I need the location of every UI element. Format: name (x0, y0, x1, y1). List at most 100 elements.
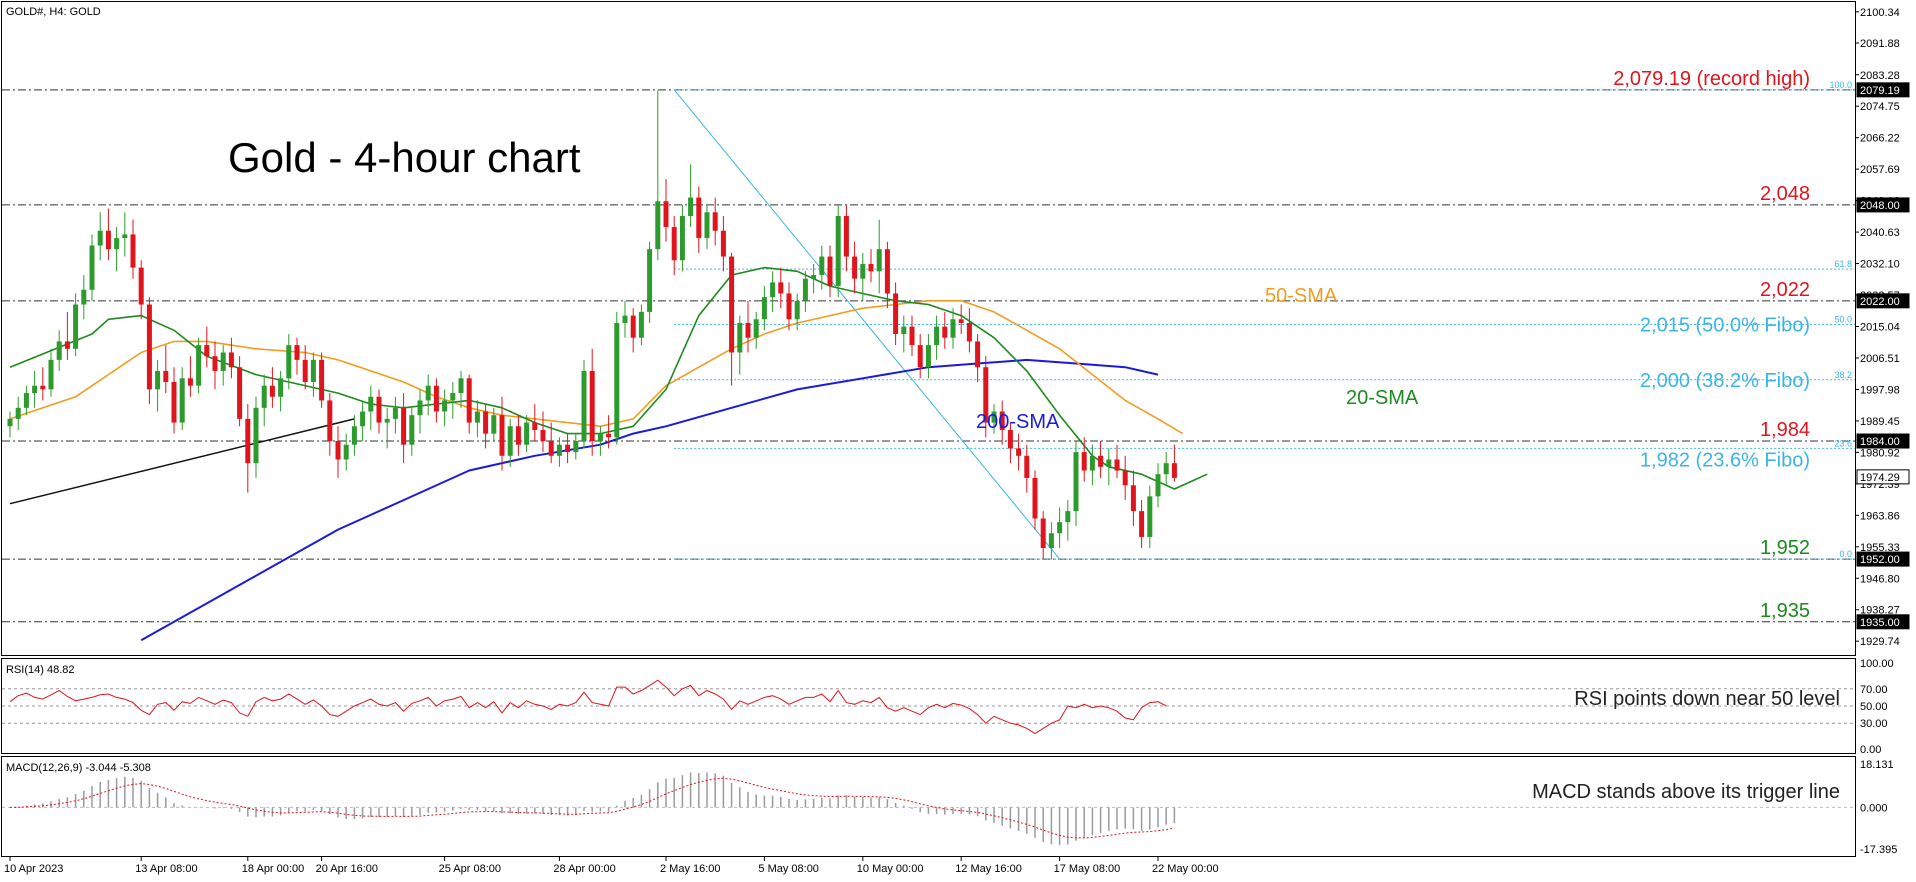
candle (319, 352, 325, 408)
fib-pct-label: 100.0 (1829, 80, 1852, 90)
candle-body (155, 370, 161, 390)
candle-body (876, 249, 882, 272)
candle (1130, 470, 1136, 526)
time-tick-label: 10 Apr 2023 (4, 863, 63, 875)
candle (1089, 444, 1095, 486)
candle (860, 252, 866, 301)
candle-body (187, 378, 193, 386)
price-tag-label: 2079.19 (1860, 85, 1900, 97)
candle (876, 219, 882, 294)
macd-tick-label: 0.000 (1860, 802, 1888, 814)
candle (409, 407, 415, 456)
candle-body (483, 411, 489, 434)
candle (679, 204, 685, 272)
candle-body (663, 201, 669, 228)
candle (474, 400, 480, 438)
price-tick-label: 2032.10 (1860, 259, 1900, 271)
candle (606, 415, 612, 449)
fib-pct-label: 38.2 (1834, 370, 1852, 380)
macd-panel (1, 756, 1856, 857)
price-tag-box (1856, 551, 1910, 567)
candle (827, 245, 833, 298)
price-tick-label: 1929.74 (1860, 636, 1900, 648)
candle-body (1122, 470, 1128, 486)
candle-body (261, 385, 267, 408)
candle-body (89, 245, 95, 290)
candle-body (122, 234, 128, 239)
candle (638, 304, 644, 346)
candle-body (163, 370, 169, 382)
price-tick-label: 2015.04 (1860, 322, 1900, 334)
candle-body (524, 422, 530, 445)
candle-body (811, 275, 817, 279)
candle-body (1098, 455, 1104, 467)
candle-body (48, 359, 54, 390)
candle (294, 337, 300, 375)
sma200-label: 200-SMA (976, 411, 1060, 433)
candle-body (802, 278, 808, 301)
candle-body (138, 267, 144, 305)
candle (56, 330, 62, 371)
candle-body (105, 230, 111, 250)
candle-body (1016, 448, 1022, 456)
candle-body (392, 407, 398, 419)
candle (146, 297, 152, 405)
price-tag-box (1856, 614, 1910, 630)
candle (597, 426, 603, 456)
candle (1016, 433, 1022, 471)
candle (97, 212, 103, 261)
candle-body (294, 345, 300, 360)
candle (770, 271, 776, 312)
candle-body (1171, 463, 1177, 478)
candle (934, 315, 940, 360)
candle (802, 271, 808, 312)
candle (1081, 437, 1087, 482)
candle (237, 356, 243, 427)
fib-pct-label: 61.8 (1834, 259, 1852, 269)
candle (1007, 422, 1013, 464)
candle-body (1081, 452, 1087, 471)
fib-pct-label: 23.6 (1834, 438, 1852, 448)
candle (171, 367, 177, 434)
candle-body (622, 315, 628, 323)
price-tag-box (1856, 433, 1910, 449)
candle (1073, 441, 1079, 526)
rsi-label: RSI(14) 48.82 (6, 664, 74, 676)
candle (278, 370, 284, 412)
support-trendline (9, 418, 355, 505)
price-tick-label: 1997.98 (1860, 384, 1900, 396)
price-tag-label: 2022.00 (1860, 296, 1900, 308)
candle (565, 433, 571, 464)
candle-body (1089, 455, 1095, 471)
candle (392, 396, 398, 434)
candle (499, 396, 505, 471)
candle (811, 263, 817, 294)
candle-body (1139, 511, 1145, 537)
candle-body (729, 256, 735, 353)
candle (540, 411, 546, 453)
candle-body (64, 341, 70, 349)
candle-body (827, 256, 833, 287)
level-label: 2,022 (1760, 279, 1810, 301)
candle-body (458, 378, 464, 394)
candle-body (1065, 511, 1071, 523)
candle-body (15, 407, 21, 419)
candle (351, 415, 357, 456)
candle (343, 433, 349, 471)
candle (40, 367, 46, 401)
level-label: 2,048 (1760, 183, 1810, 205)
candle (835, 204, 841, 298)
candle (704, 204, 710, 250)
macd-signal-line (9, 777, 1175, 839)
candle-body (409, 415, 415, 445)
sma20-line (9, 266, 1208, 490)
candle-body (204, 345, 210, 357)
candle-body (958, 319, 964, 323)
sma50-label: 50-SMA (1265, 285, 1338, 307)
candle (852, 241, 858, 294)
candle (630, 308, 636, 353)
candle (89, 234, 95, 301)
price-tag: 2048.00 (1856, 197, 1910, 213)
